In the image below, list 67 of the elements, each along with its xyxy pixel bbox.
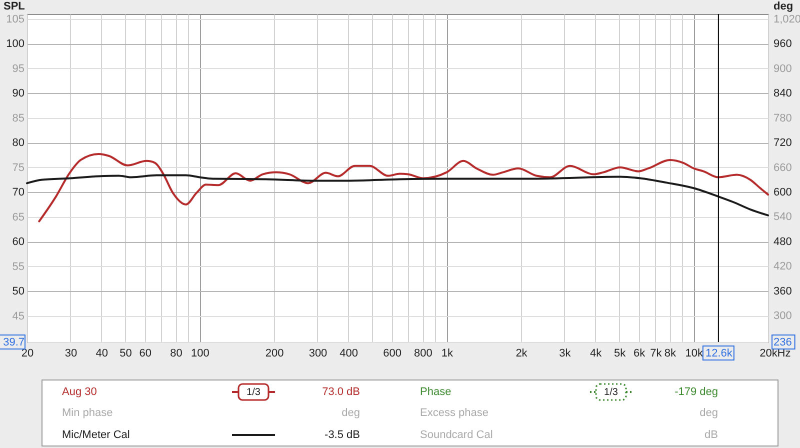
x-tick-label: 12.6k — [705, 348, 733, 360]
y2-tick-label: 540 — [774, 211, 792, 224]
x-tick-label: 10k — [685, 348, 704, 360]
y-tick-label: 105 — [6, 13, 24, 26]
x-tick-label: 6k — [634, 348, 646, 360]
y-tick-label: 95 — [12, 62, 24, 75]
text: Soundcard Cal — [420, 429, 493, 441]
y2-tick-label: 360 — [774, 285, 792, 298]
x-tick-label: 800 — [414, 348, 432, 360]
x-tick-label: 50 — [120, 348, 132, 360]
x-tick-label: 8k — [664, 348, 677, 360]
y2-tick-label: 840 — [774, 88, 792, 100]
x-tick-label: 20k — [760, 348, 778, 360]
y-tick-label: 39.7 — [3, 336, 24, 348]
x-tick-label: 5k — [614, 348, 626, 360]
x-tick-label: 3k — [559, 348, 572, 360]
y2-tick-label: 780 — [774, 112, 792, 124]
text: 1/3 — [246, 387, 261, 398]
y-tick-label: 50 — [12, 286, 24, 298]
y2-tick-label: 236 — [774, 336, 792, 348]
y2-axis-title: deg — [774, 0, 794, 12]
x-tick-label: 60 — [139, 348, 152, 360]
y-tick-label: 60 — [12, 236, 24, 248]
x-tick-label: 100 — [190, 348, 210, 360]
y2-tick-label: 480 — [774, 236, 792, 248]
text: -3.5 dB — [324, 429, 360, 441]
x-tick-label: 1k — [441, 348, 454, 360]
x-tick-label: 4k — [590, 348, 602, 360]
y-tick-label: 85 — [12, 112, 24, 124]
y-axis-title: SPL — [4, 0, 26, 12]
y2-tick-label: 900 — [774, 62, 792, 75]
x-tick-label: 40 — [96, 348, 108, 360]
x-axis-title: Hz — [777, 348, 791, 360]
y2-tick-label: 600 — [774, 186, 792, 199]
text: 73.0 dB — [322, 386, 360, 398]
x-tick-label: 400 — [340, 348, 358, 360]
y-tick-label: 65 — [12, 211, 24, 224]
y-tick-label: 90 — [12, 88, 24, 100]
x-tick-label: 30 — [64, 348, 78, 360]
y2-tick-label: 300 — [774, 310, 792, 322]
y-tick-label: 70 — [12, 186, 24, 199]
y-tick-label: 45 — [12, 310, 24, 322]
x-tick-label: 200 — [265, 348, 284, 360]
y2-tick-label: 660 — [774, 162, 792, 174]
text: Excess phase — [420, 407, 488, 419]
text: 1/3 — [604, 387, 618, 398]
x-tick-label: 7k — [650, 348, 662, 360]
text: -179 deg — [674, 386, 718, 398]
text: Mic/Meter Cal — [62, 429, 130, 441]
text: dB — [704, 429, 718, 441]
y-tick-label: 75 — [12, 162, 24, 174]
x-tick-label: 20 — [21, 348, 34, 360]
text: Min phase — [62, 407, 113, 419]
x-tick-label: 300 — [308, 348, 328, 360]
y-tick-label: 80 — [12, 137, 24, 150]
y2-tick-label: 420 — [774, 260, 792, 273]
y-tick-label: 55 — [12, 260, 24, 273]
x-tick-label: 80 — [170, 348, 182, 360]
y2-tick-label: 720 — [774, 137, 792, 150]
y2-tick-label: 960 — [774, 38, 792, 50]
x-tick-label: 2k — [516, 348, 528, 360]
legend-label: Phase — [420, 386, 452, 398]
x-tick-label: 600 — [383, 348, 402, 360]
y-tick-label: 100 — [6, 38, 24, 50]
text: deg — [342, 407, 360, 419]
text: deg — [700, 407, 718, 419]
text: Aug 30 — [62, 386, 97, 398]
